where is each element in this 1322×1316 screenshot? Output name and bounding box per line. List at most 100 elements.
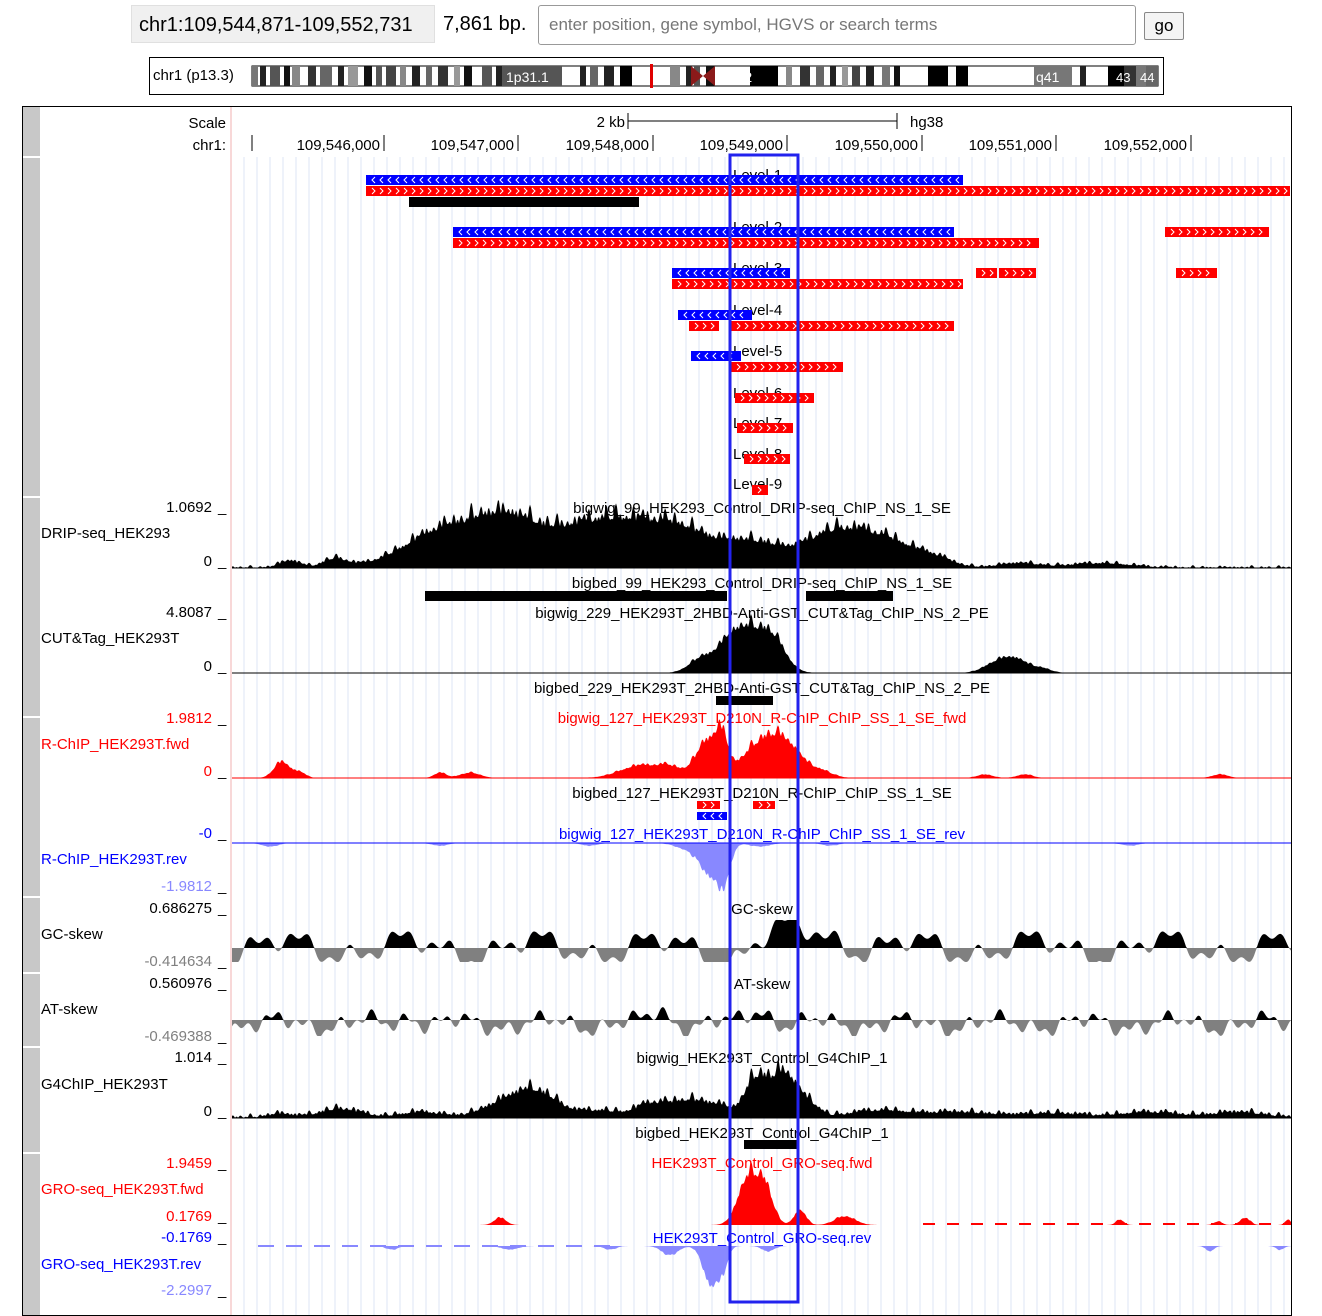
ideogram-position-marker <box>650 64 653 88</box>
gro-rev-signal <box>232 1246 1291 1288</box>
track-axis-tick: _ <box>217 1028 227 1045</box>
track-label: GRO-seq_HEK293T.fwd <box>41 1181 204 1198</box>
go-button[interactable]: go <box>1144 12 1184 40</box>
ideogram-band <box>580 66 586 86</box>
feature-body <box>366 186 1290 196</box>
band-label: 44 <box>1140 70 1154 85</box>
track-title: HEK293T_Control_GRO-seq.rev <box>653 1230 872 1247</box>
ideogram-band <box>270 66 280 86</box>
strand-chevrons <box>981 269 994 277</box>
position-range: chr1:109,544,871-109,552,731 <box>131 5 435 43</box>
ideogram-band <box>1136 66 1146 86</box>
cuttag-signal <box>232 614 1291 673</box>
ruler-tick-label: 109,549,000 <box>700 137 783 154</box>
band-label: 1q12 <box>721 69 752 85</box>
track-min-value: -0.469388 <box>144 1028 212 1045</box>
feature-body <box>453 238 1039 248</box>
feature-block <box>716 696 773 705</box>
track-axis-tick: _ <box>217 763 227 780</box>
track-title: bigwig_127_HEK293T_D210N_R-ChIP_ChIP_SS_… <box>558 710 967 727</box>
feature-body <box>806 591 893 601</box>
track-axis-tick: _ <box>217 710 227 727</box>
track-axis-tick: _ <box>217 878 227 895</box>
ideogram-band <box>816 66 824 86</box>
strand-chevrons <box>749 455 786 463</box>
plus-strand-feature <box>689 321 719 331</box>
feature-body <box>735 393 814 403</box>
strand-chevrons <box>683 311 744 319</box>
search-input[interactable] <box>538 5 1136 45</box>
track-label: CUT&Tag_HEK293T <box>41 630 179 647</box>
ruler-tick-label: 109,548,000 <box>566 137 649 154</box>
track-label: R-ChIP_HEK293T.rev <box>41 851 187 868</box>
plus-strand-feature <box>731 321 954 331</box>
ideogram-band <box>590 66 598 86</box>
feature-body <box>752 485 768 495</box>
bed-track-title: bigbed_HEK293T_Control_G4ChIP_1 <box>635 1125 889 1142</box>
track-axis-tick: _ <box>217 1103 227 1120</box>
feature-body <box>731 321 954 331</box>
strand-chevrons <box>702 801 715 809</box>
plus-strand-feature <box>752 485 768 495</box>
track-min-value: 0 <box>204 553 212 570</box>
track-title: AT-skew <box>734 976 791 993</box>
ideogram-band <box>284 66 290 86</box>
ideogram-band <box>894 66 900 86</box>
strand-chevrons <box>758 801 771 809</box>
track-label: GRO-seq_HEK293T.rev <box>41 1256 202 1273</box>
genome-browser-image[interactable]: Scale chr1: 2 kb hg38 109,546,000 109,547,000… <box>22 106 1292 1316</box>
ideogram-band <box>482 66 492 86</box>
plus-strand-feature <box>735 393 814 403</box>
feature-body <box>453 227 954 237</box>
plus-strand-feature <box>753 801 775 809</box>
plus-strand-feature <box>737 423 793 433</box>
chromosome-ideogram[interactable]: chr1 (p13.3) 1p31.1 1q12 q41 43 44 <box>149 57 1164 95</box>
region-highlight-box <box>728 153 800 1304</box>
g4chip-signal <box>232 1060 1291 1118</box>
bed-track-title: bigbed_99_HEK293_Control_DRIP-seq_ChIP_N… <box>572 575 952 592</box>
minus-strand-feature <box>453 227 954 237</box>
feature-body <box>678 310 752 320</box>
ideogram-band <box>670 66 680 86</box>
feature-body <box>366 175 963 185</box>
ideogram-band <box>620 66 632 86</box>
ideogram-band <box>464 66 472 86</box>
feature-body <box>697 812 727 820</box>
position-bar: chr1:109,544,871-109,552,731 7,861 bp. g… <box>0 0 1322 50</box>
ideogram-band <box>400 66 406 86</box>
ideogram-bands: 1p31.1 1q12 q41 43 44 <box>251 64 1159 88</box>
track-axis-tick: _ <box>217 1155 227 1172</box>
ideogram-band <box>412 66 420 86</box>
at-skew-signal-positive <box>232 1007 1291 1020</box>
strand-chevrons <box>740 394 809 402</box>
ideogram-band <box>386 66 396 86</box>
gc-skew-signal-positive <box>232 920 1291 948</box>
rchip-fwd-signal <box>232 719 1291 778</box>
level-label: Level-5 <box>733 343 782 360</box>
gro-fwd-signal <box>232 1161 1291 1225</box>
at-skew-signal-negative <box>232 1020 1291 1036</box>
strand-chevrons <box>757 486 762 494</box>
ideogram-band <box>292 66 300 86</box>
ideogram-band <box>1080 66 1086 86</box>
drip-signal <box>232 500 1291 568</box>
feature-body <box>1176 268 1217 278</box>
track-min-value: 0 <box>204 658 212 675</box>
track-axis-tick: _ <box>217 975 227 992</box>
centromere-icon <box>691 66 715 86</box>
feature-body <box>731 362 843 372</box>
minus-strand-feature <box>691 351 741 361</box>
track-min-value: 0 <box>204 1103 212 1120</box>
feature-body <box>753 801 775 809</box>
ideogram-band <box>260 66 266 86</box>
plus-strand-feature <box>1176 268 1217 278</box>
ideogram-band <box>1124 66 1136 86</box>
feature-body <box>744 454 790 464</box>
strand-chevrons <box>371 187 1288 195</box>
strand-chevrons <box>458 239 1031 247</box>
plus-strand-feature <box>1165 227 1269 237</box>
plus-strand-feature <box>744 454 790 464</box>
ideogram-band <box>426 66 432 86</box>
track-title: bigwig_HEK293T_Control_G4ChIP_1 <box>637 1050 888 1067</box>
minus-strand-feature <box>678 310 752 320</box>
